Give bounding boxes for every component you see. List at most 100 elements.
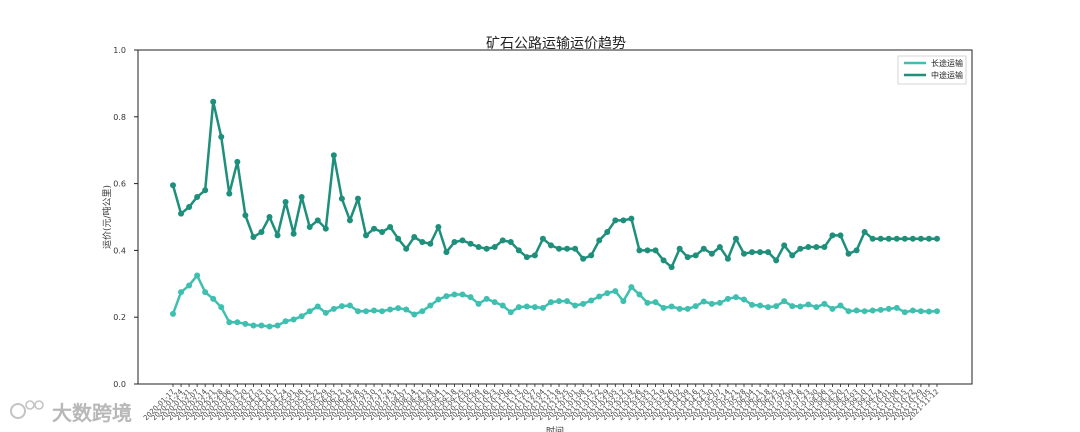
series-line xyxy=(171,274,938,328)
data-point xyxy=(387,306,394,313)
data-point xyxy=(716,244,723,251)
data-point xyxy=(250,234,257,241)
y-tick-label: 0.4 xyxy=(113,246,126,255)
data-point xyxy=(274,232,281,239)
data-point xyxy=(564,298,571,305)
data-point xyxy=(885,305,892,312)
data-point xyxy=(724,295,731,302)
data-point xyxy=(572,302,579,309)
data-point xyxy=(740,250,747,257)
data-point xyxy=(314,217,321,224)
series-1 xyxy=(170,98,940,271)
data-point xyxy=(547,299,554,306)
y-axis: 0.0 0.2 0.4 0.6 0.8 1.0 xyxy=(113,46,138,389)
data-point xyxy=(483,295,490,302)
data-point xyxy=(427,240,434,247)
data-point xyxy=(612,288,619,295)
data-point xyxy=(290,316,297,323)
data-point xyxy=(556,245,563,252)
data-point xyxy=(716,299,723,306)
data-point xyxy=(515,247,522,254)
data-point xyxy=(773,303,780,310)
data-point xyxy=(644,247,651,254)
data-point xyxy=(507,309,514,316)
data-point xyxy=(443,293,450,300)
data-point xyxy=(877,306,884,313)
data-point xyxy=(829,305,836,312)
data-point xyxy=(411,311,418,318)
data-point xyxy=(531,252,538,259)
data-point xyxy=(234,158,241,165)
data-point xyxy=(539,304,546,311)
data-point xyxy=(371,307,378,314)
data-point xyxy=(354,195,361,202)
data-point xyxy=(612,217,619,224)
data-point xyxy=(708,300,715,307)
data-point xyxy=(523,303,530,310)
data-point xyxy=(684,254,691,261)
data-point xyxy=(258,229,265,236)
data-point xyxy=(266,214,273,220)
y-tick-label: 0.6 xyxy=(113,180,126,189)
data-point xyxy=(652,247,659,254)
data-point xyxy=(515,304,522,311)
data-point xyxy=(580,255,587,262)
data-point xyxy=(773,257,780,264)
data-point xyxy=(226,319,233,326)
data-point xyxy=(282,318,289,325)
data-point xyxy=(170,310,176,317)
data-point xyxy=(330,152,337,159)
data-point xyxy=(427,302,434,309)
data-point xyxy=(451,239,458,246)
data-point xyxy=(234,319,241,326)
data-point xyxy=(379,229,386,236)
data-point xyxy=(853,247,860,254)
data-point xyxy=(419,308,426,315)
data-point xyxy=(861,308,868,315)
data-point xyxy=(893,304,900,311)
data-point xyxy=(604,229,611,236)
data-point xyxy=(869,235,876,242)
watermark-logo-icon xyxy=(10,400,44,419)
data-point xyxy=(692,252,699,259)
data-point xyxy=(403,306,410,313)
data-point xyxy=(186,282,193,289)
data-point xyxy=(596,237,603,244)
data-point xyxy=(789,252,796,259)
data-point xyxy=(934,235,940,242)
series-line xyxy=(171,100,937,269)
data-point xyxy=(194,193,201,200)
data-point xyxy=(893,235,900,242)
data-point xyxy=(765,304,772,311)
data-point xyxy=(178,289,185,296)
data-point xyxy=(604,290,611,297)
data-point xyxy=(539,235,546,242)
series-0 xyxy=(170,272,940,330)
data-point xyxy=(676,245,683,252)
data-point xyxy=(700,298,707,305)
data-point xyxy=(419,239,426,246)
data-point xyxy=(411,234,418,241)
data-point xyxy=(564,245,571,252)
data-point xyxy=(170,182,176,189)
data-point xyxy=(475,300,482,307)
data-point xyxy=(837,302,844,309)
chart-title: 矿石公路运输运价趋势 xyxy=(486,36,626,52)
data-point xyxy=(306,224,313,231)
data-point xyxy=(732,235,739,242)
data-point xyxy=(668,303,675,310)
data-point xyxy=(934,308,940,315)
data-point xyxy=(218,304,225,311)
data-point xyxy=(749,301,756,308)
data-point xyxy=(322,309,329,316)
data-point xyxy=(467,294,474,301)
data-point xyxy=(749,249,756,256)
watermark-text: 大数跨境 xyxy=(52,401,132,425)
data-point xyxy=(178,210,185,217)
data-point xyxy=(491,299,498,306)
data-point xyxy=(909,307,916,314)
data-point xyxy=(861,229,868,236)
data-point xyxy=(322,225,329,232)
data-point xyxy=(668,264,675,271)
